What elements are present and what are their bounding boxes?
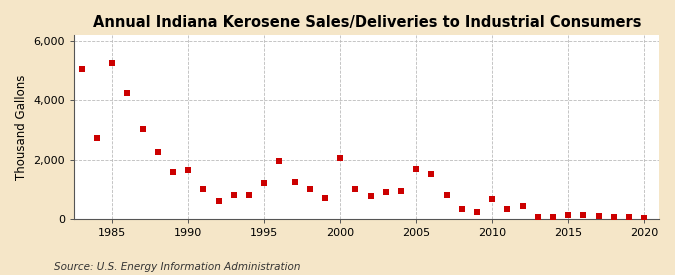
Point [335, 156, 346, 160]
Point [244, 192, 254, 197]
Point [122, 91, 133, 95]
Point [426, 171, 437, 176]
Point [411, 166, 422, 171]
Point [563, 213, 574, 218]
Point [76, 67, 87, 72]
Point [502, 207, 513, 211]
Point [639, 216, 649, 220]
Title: Annual Indiana Kerosene Sales/Deliveries to Industrial Consumers: Annual Indiana Kerosene Sales/Deliveries… [92, 15, 641, 30]
Point [304, 186, 315, 191]
Y-axis label: Thousand Gallons: Thousand Gallons [15, 75, 28, 180]
Point [365, 194, 376, 198]
Point [381, 190, 392, 194]
Point [92, 135, 103, 140]
Point [593, 214, 604, 219]
Point [578, 213, 589, 218]
Point [213, 198, 224, 203]
Point [107, 61, 117, 66]
Point [350, 187, 361, 192]
Point [608, 214, 619, 219]
Point [289, 180, 300, 184]
Point [441, 193, 452, 197]
Point [274, 159, 285, 163]
Point [396, 189, 406, 193]
Point [624, 215, 634, 220]
Point [259, 181, 269, 186]
Point [472, 210, 483, 214]
Point [153, 150, 163, 155]
Point [487, 197, 497, 201]
Point [198, 186, 209, 191]
Point [533, 215, 543, 220]
Text: Source: U.S. Energy Information Administration: Source: U.S. Energy Information Administ… [54, 262, 300, 272]
Point [183, 168, 194, 172]
Point [547, 215, 558, 220]
Point [320, 196, 331, 200]
Point [228, 192, 239, 197]
Point [456, 207, 467, 211]
Point [167, 169, 178, 174]
Point [517, 204, 528, 208]
Point [137, 126, 148, 131]
